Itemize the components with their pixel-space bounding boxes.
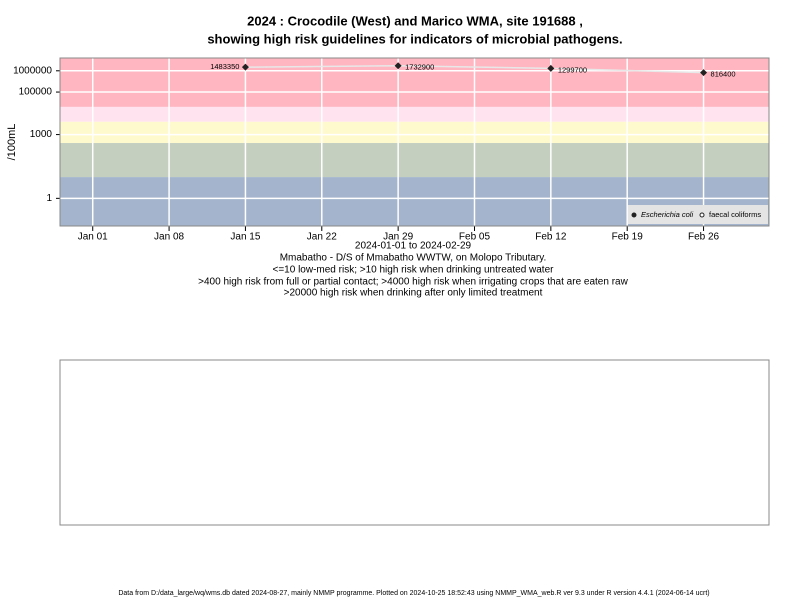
x-tick-label: Feb 26 xyxy=(688,232,720,243)
note: <=10 low-med risk; >10 high risk when dr… xyxy=(273,265,555,276)
x-tick-label: Jan 22 xyxy=(307,232,337,243)
legend-marker xyxy=(699,212,705,218)
data-point xyxy=(241,63,249,71)
data-label: 1483350 xyxy=(210,62,239,71)
plot-frame xyxy=(59,57,770,227)
risk-band xyxy=(60,121,769,144)
risk-band xyxy=(60,143,769,178)
data-point xyxy=(547,64,555,72)
data-label: 1732900 xyxy=(405,63,434,72)
x-tick-label: Jan 29 xyxy=(383,232,413,243)
data-point xyxy=(700,69,708,77)
y-axis-label: /100mL xyxy=(6,124,18,161)
y-tick-label: 100000 xyxy=(19,87,53,98)
risk-band xyxy=(60,106,769,122)
y-tick-label: 1000000 xyxy=(13,65,52,76)
data-label: 1299700 xyxy=(558,65,587,74)
x-tick-label: Jan 01 xyxy=(78,232,108,243)
x-tick-label: Feb 12 xyxy=(535,232,567,243)
note: >400 high risk from full or partial cont… xyxy=(198,277,628,288)
legend-label: Escherichia coli xyxy=(641,210,693,219)
y-tick-label: 1000 xyxy=(30,129,53,140)
x-tick-label: Jan 08 xyxy=(154,232,184,243)
series-line xyxy=(245,64,704,74)
site-name: Mmabatho - D/S of Mmabatho WWTW, on Molo… xyxy=(280,253,547,264)
x-tick-label: Feb 05 xyxy=(459,232,491,243)
x-tick-label: Jan 15 xyxy=(230,232,260,243)
x-tick-label: Feb 19 xyxy=(612,232,644,243)
legend-marker xyxy=(631,212,637,218)
legend: Escherichia coli faecal coliforms xyxy=(628,205,768,224)
data-point xyxy=(394,62,402,70)
chart-title: 2024 : Crocodile (West) and Marico WMA, … xyxy=(247,13,583,28)
chart-subtitle: showing high risk guidelines for indicat… xyxy=(207,31,622,46)
data-label: 816400 xyxy=(711,70,736,79)
legend-box xyxy=(628,205,768,224)
y-tick-label: 1 xyxy=(46,193,52,204)
legend-label: faecal coliforms xyxy=(709,210,761,219)
x-caption: 2024-01-01 to 2024-02-29 xyxy=(355,241,472,252)
footer: Data from D:/data_large/wq/wms.db dated … xyxy=(118,590,709,597)
empty-panel xyxy=(59,359,770,526)
note: >20000 high risk when drinking after onl… xyxy=(284,288,543,299)
